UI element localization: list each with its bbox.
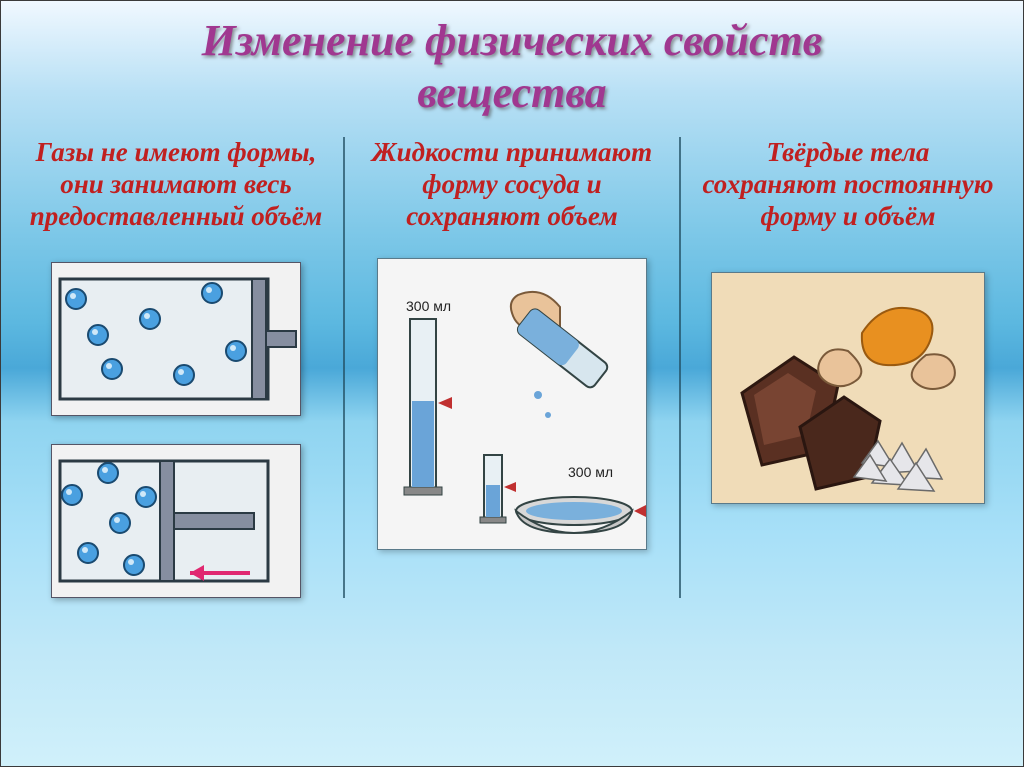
separator-2 (679, 137, 681, 599)
separator-1 (343, 137, 345, 599)
slide: Изменение физических свойств вещества Га… (0, 0, 1024, 767)
cylinder-1 (404, 319, 452, 495)
solid-illustration (711, 272, 985, 504)
liquid-illustration: 300 мл (377, 258, 647, 550)
cylinder-2 (480, 455, 516, 523)
col-liquid-text: Жидкости принимают форму сосуда и сохран… (361, 137, 663, 233)
bowl (516, 497, 646, 533)
pouring-hand (511, 292, 610, 418)
col-gas-text: Газы не имеют формы, они занимают весь п… (25, 137, 327, 233)
columns-wrap: Газы не имеют формы, они занимают весь п… (1, 119, 1023, 599)
gas-illustrations (51, 262, 301, 598)
col-solid-text: Твёрдые тела сохраняют постоянную форму … (697, 137, 999, 233)
label-300-1: 300 мл (406, 298, 451, 314)
label-300-2: 300 мл (568, 464, 613, 480)
slide-title: Изменение физических свойств вещества (1, 1, 1023, 119)
gas-box-top (51, 262, 301, 416)
column-gas: Газы не имеют формы, они занимают весь п… (25, 137, 327, 599)
title-line-1: Изменение физических свойств (202, 16, 823, 65)
gas-box-bottom (51, 444, 301, 598)
column-liquid: Жидкости принимают форму сосуда и сохран… (361, 137, 663, 599)
title-line-2: вещества (417, 68, 606, 117)
column-solid: Твёрдые тела сохраняют постоянную форму … (697, 137, 999, 599)
